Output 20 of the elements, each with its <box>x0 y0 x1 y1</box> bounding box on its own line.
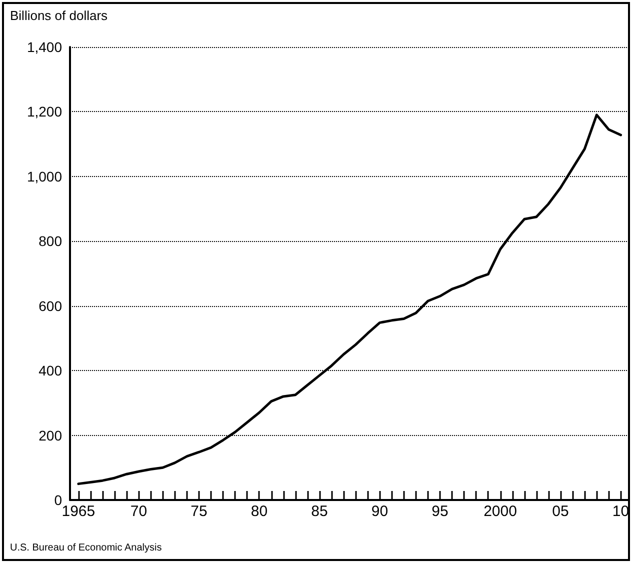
y-tick-label: 600 <box>38 298 62 314</box>
y-tick-label: 1,000 <box>26 168 62 184</box>
x-tick-label: 90 <box>371 503 388 520</box>
x-tick-label: 95 <box>432 503 448 520</box>
x-tick-label: 85 <box>311 503 328 520</box>
y-tick-label: 400 <box>38 362 62 379</box>
y-tick-label: 200 <box>38 427 62 444</box>
x-tick-label: 10 <box>612 503 630 520</box>
x-tick-label: 05 <box>552 503 569 520</box>
y-tick-label: 0 <box>54 492 62 508</box>
y-tick-label: 1,400 <box>26 39 62 55</box>
x-tick-label: 80 <box>250 503 268 520</box>
x-tick-label: 75 <box>190 503 208 520</box>
y-tick-label: 1,200 <box>26 104 62 120</box>
text: U.S. Bureau of Economic Analysis <box>10 542 162 554</box>
x-tick-label: 1965 <box>62 503 96 520</box>
y-tick-label: 800 <box>38 233 62 250</box>
x-tick-label: 2000 <box>484 503 517 520</box>
x-tick-label: 70 <box>130 503 148 520</box>
y-axis-title: Billions of dollars <box>10 8 108 23</box>
